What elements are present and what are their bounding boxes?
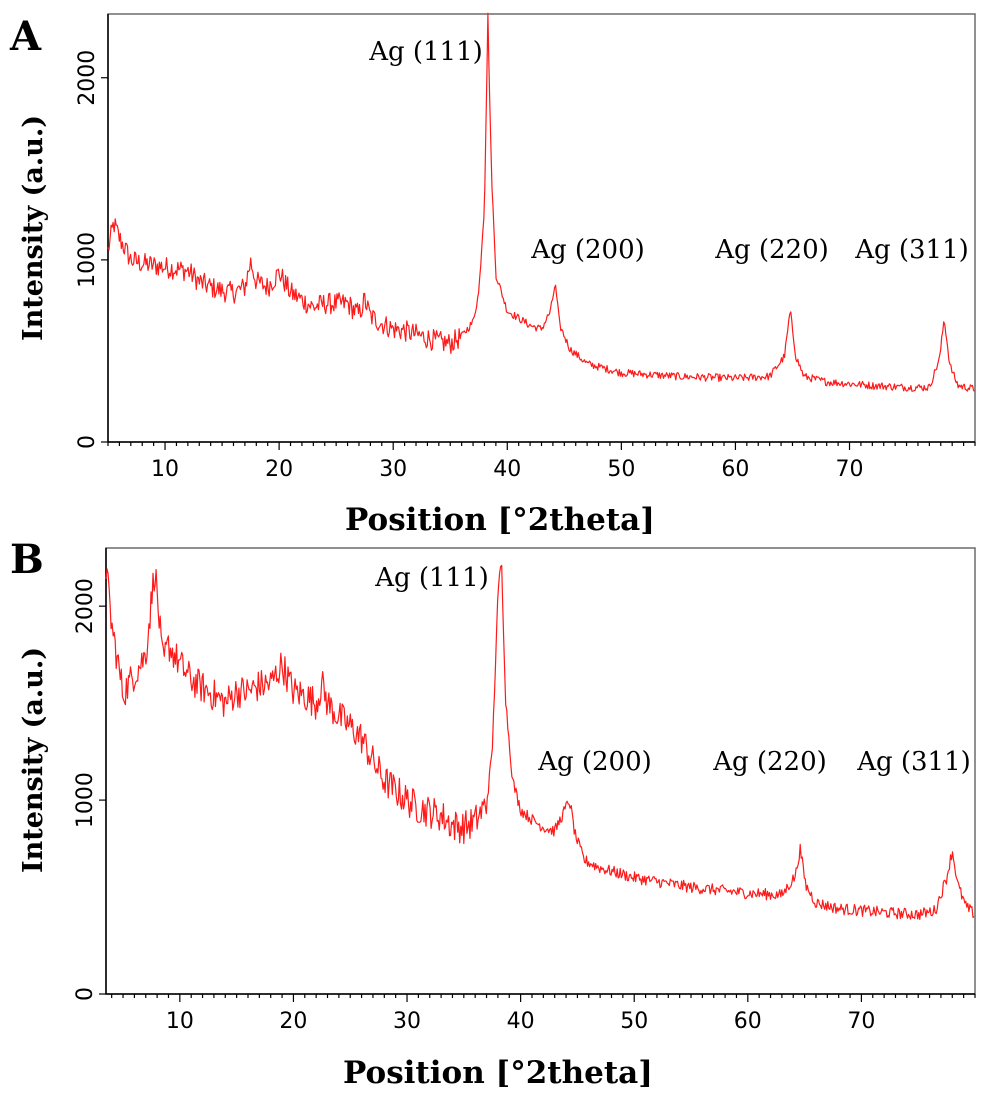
x-tick-label: 40: [493, 457, 521, 482]
y-tick-label: 0: [75, 435, 100, 449]
panel-b-peak-label-200: Ag (200): [537, 747, 652, 777]
x-tick-label: 10: [166, 1009, 194, 1034]
panel-a-peak-label-311: Ag (311): [854, 235, 969, 265]
panel-b-peak-label-311: Ag (311): [856, 747, 971, 777]
x-tick-label: 50: [620, 1009, 648, 1034]
panel-a-xrd-series-line: [107, 12, 975, 392]
panel-a-letter: A: [9, 13, 42, 60]
panel-a-plot-frame: [107, 13, 976, 443]
x-tick-label: 30: [379, 457, 407, 482]
panel-a-x-ticks: 10 20 30 40 50 60 70: [107, 442, 976, 482]
x-tick-label: 20: [279, 1009, 307, 1034]
panel-b-y-ticks: 0 1000 2000: [73, 578, 106, 1001]
panel-a-x-axis-label: Position [°2theta]: [345, 502, 655, 538]
y-tick-label: 1000: [73, 772, 98, 828]
x-tick-label: 50: [607, 457, 635, 482]
x-tick-label: 30: [393, 1009, 421, 1034]
panel-b-series: [105, 564, 975, 921]
panel-a-y-axis-label: Intensity (a.u.): [18, 115, 49, 341]
x-tick-label: 20: [265, 457, 293, 482]
panel-b: B 10 20 30 40 50 60 70 0 1000 2000 Intensity (a.…: [10, 536, 976, 1091]
panel-a-peak-label-111: Ag (111): [368, 37, 483, 67]
panel-b-x-ticks: 10 20 30 40 50 60 70: [111, 994, 976, 1034]
panel-b-peak-label-111: Ag (111): [374, 563, 489, 593]
panel-b-peak-label-220: Ag (220): [712, 747, 827, 777]
panel-a-series: [107, 12, 975, 392]
y-tick-label: 2000: [75, 50, 100, 106]
x-tick-label: 40: [507, 1009, 535, 1034]
panel-a-peak-label-200: Ag (200): [530, 235, 645, 265]
x-tick-label: 70: [847, 1009, 875, 1034]
panel-a: A 10 20 30 40 50 60 70 0 1000 2000 Intensity (a.…: [9, 12, 976, 538]
panel-b-x-axis-label: Position [°2theta]: [343, 1055, 653, 1091]
panel-b-xrd-series-line: [105, 564, 975, 921]
y-tick-label: 2000: [73, 578, 98, 634]
x-tick-label: 60: [734, 1009, 762, 1034]
x-tick-label: 10: [151, 457, 179, 482]
y-tick-label: 1000: [75, 232, 100, 288]
x-tick-label: 70: [836, 457, 864, 482]
x-tick-label: 60: [721, 457, 749, 482]
panel-b-letter: B: [10, 536, 44, 583]
panel-a-y-ticks: 0 1000 2000: [75, 50, 108, 449]
y-tick-label: 0: [73, 987, 98, 1001]
panel-a-peak-label-220: Ag (220): [714, 235, 829, 265]
panel-b-y-axis-label: Intensity (a.u.): [18, 647, 49, 873]
